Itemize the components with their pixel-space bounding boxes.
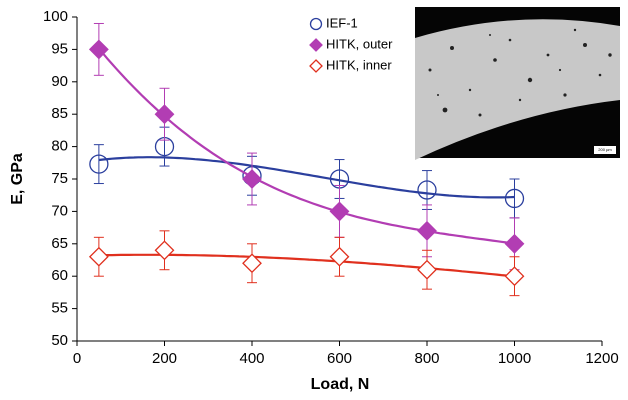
- legend-box: [306, 14, 414, 76]
- data-point: [154, 240, 175, 261]
- y-tick-label: 100: [43, 8, 68, 25]
- data-point: [504, 266, 525, 287]
- legend-marker: [309, 17, 323, 31]
- data-point: [417, 220, 437, 241]
- y-tick-label: 55: [51, 300, 68, 317]
- x-tick-label: 1200: [585, 350, 618, 367]
- y-tick-label: 85: [51, 105, 68, 122]
- y-tick-label: 60: [51, 267, 68, 284]
- inset-scale-box: [594, 146, 616, 154]
- y-axis-title: E, GPa: [9, 153, 26, 205]
- trend-line: [98, 156, 515, 199]
- y-tick-label: 95: [51, 40, 68, 57]
- x-tick-label: 200: [152, 350, 177, 367]
- x-tick-label: 0: [73, 350, 81, 367]
- x-tick-label: 400: [239, 350, 264, 367]
- y-tick-label: 90: [51, 73, 68, 90]
- data-point: [242, 253, 262, 274]
- inset-micrograph: 200 µm: [415, 7, 620, 160]
- data-point: [89, 154, 109, 174]
- y-tick-label: 50: [51, 332, 68, 349]
- data-point: [88, 39, 109, 60]
- x-axis-title: Load, N: [311, 376, 370, 393]
- x-tick-label: 600: [327, 350, 352, 367]
- trend-line: [98, 253, 515, 278]
- data-point: [417, 180, 437, 200]
- data-point: [417, 259, 437, 280]
- data-point: [242, 169, 262, 189]
- x-tick-label: 800: [414, 350, 439, 367]
- data-point: [329, 246, 350, 267]
- y-tick-label: 65: [51, 235, 68, 252]
- data-point: [88, 246, 109, 267]
- data-point: [154, 104, 175, 125]
- data-point: [504, 233, 525, 254]
- legend-label: HITK, outer: [326, 36, 393, 51]
- y-tick-label: 75: [51, 170, 68, 187]
- y-tick-label: 70: [51, 202, 68, 219]
- inset-pores: [428, 28, 612, 117]
- y-tick-label: 80: [51, 138, 68, 155]
- data-point: [504, 188, 525, 209]
- x-tick-label: 1000: [498, 350, 531, 367]
- inset-scale-label: 200 µm: [598, 147, 612, 152]
- legend-marker: [309, 38, 323, 52]
- inset-sample: [415, 19, 620, 160]
- legend-label: IEF-1: [326, 15, 358, 30]
- legend-marker: [309, 59, 323, 73]
- data-point: [329, 201, 350, 222]
- legend-label: HITK, inner: [326, 57, 392, 72]
